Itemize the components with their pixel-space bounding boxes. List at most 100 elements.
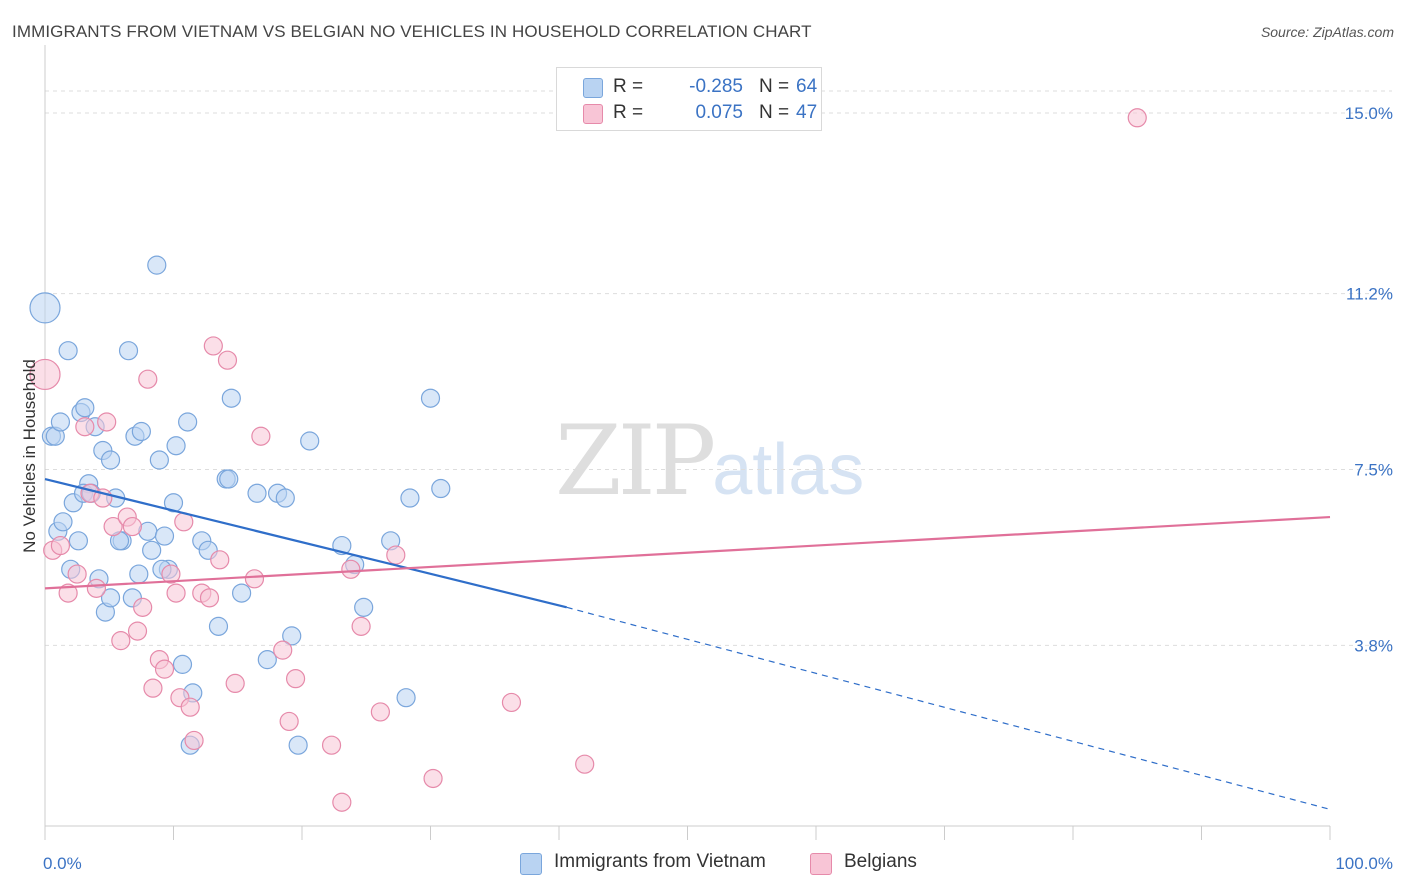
data-point-belgian	[575, 754, 595, 774]
data-point-vietnam	[131, 421, 151, 442]
data-point-vietnam	[100, 450, 121, 470]
source-label: Source: ZipAtlas.com	[1260, 24, 1394, 40]
data-point-vietnam	[354, 597, 374, 617]
data-point-vietnam	[100, 588, 121, 608]
data-point-vietnam	[300, 431, 320, 451]
data-point-vietnam	[142, 540, 162, 560]
legend-n-label: N =	[759, 76, 790, 97]
trend-line-vietnam	[44, 477, 567, 609]
legend-swatch-vietnam	[583, 78, 603, 98]
data-point-belgian	[423, 768, 443, 789]
data-point-vietnam	[400, 488, 420, 508]
legend-swatch-belgian	[810, 853, 832, 875]
trend-line-belgian	[44, 515, 1331, 590]
data-point-vietnam	[288, 735, 308, 755]
x-tick-label-min: 0.0%	[43, 854, 82, 873]
data-point-belgian	[29, 358, 61, 391]
legend-swatch-belgian	[583, 104, 603, 124]
data-point-belgian	[1127, 108, 1147, 128]
data-point-vietnam	[129, 564, 149, 584]
data-point-belgian	[133, 597, 153, 617]
data-point-vietnam	[221, 388, 241, 408]
data-point-belgian	[180, 697, 200, 717]
data-point-belgian	[111, 631, 131, 651]
data-point-belgian	[285, 669, 306, 689]
data-point-vietnam	[232, 583, 252, 603]
data-point-belgian	[370, 702, 390, 722]
data-point-belgian	[332, 792, 352, 812]
data-point-belgian	[251, 426, 271, 446]
data-point-belgian	[184, 730, 204, 751]
data-point-belgian	[58, 583, 78, 603]
legend-label-belgian: Belgians	[844, 851, 917, 872]
data-point-vietnam	[420, 388, 441, 408]
data-point-vietnam	[275, 488, 295, 508]
data-point-belgian	[86, 578, 107, 598]
data-point-vietnam	[149, 450, 169, 470]
data-point-belgian	[244, 569, 265, 589]
legend-swatch-vietnam	[520, 853, 542, 875]
legend-r-value: -0.285	[689, 76, 743, 97]
data-point-belgian	[351, 616, 371, 636]
tick-labels: 3.8% 7.5% 11.2% 15.0% 0.0% 100.0%	[43, 104, 1393, 873]
data-point-vietnam	[172, 654, 193, 674]
data-point-vietnam	[166, 436, 186, 456]
data-point-vietnam	[58, 341, 78, 361]
y-tick-label: 11.2%	[1346, 285, 1393, 304]
correlation-legend: R = -0.285 N = 64 R = 0.075 N = 47	[556, 67, 822, 131]
data-point-belgian	[67, 564, 87, 584]
data-point-vietnam	[282, 626, 302, 646]
data-point-vietnam	[29, 292, 61, 324]
data-point-belgian	[127, 621, 148, 641]
grid-lines	[45, 90, 1392, 646]
data-point-belgian	[386, 545, 406, 565]
data-point-vietnam	[431, 478, 451, 499]
data-point-belgian	[203, 336, 223, 356]
data-point-belgian	[279, 711, 299, 732]
data-point-belgian	[122, 516, 142, 537]
watermark-zip: ZIP	[555, 405, 716, 517]
data-point-vietnam	[50, 412, 71, 432]
series-legend: Immigrants from Vietnam Belgians	[0, 851, 1406, 879]
data-point-belgian	[50, 535, 71, 556]
data-point-belgian	[210, 550, 230, 570]
data-point-belgian	[166, 583, 186, 603]
data-point-vietnam	[178, 412, 198, 432]
data-point-belgian	[273, 640, 293, 660]
chart-title: IMMIGRANTS FROM VIETNAM VS BELGIAN NO VE…	[12, 22, 812, 41]
data-point-belgian	[225, 673, 245, 694]
legend-r-label: R =	[613, 76, 644, 97]
series-belgian-points	[29, 108, 1147, 812]
data-point-vietnam	[163, 493, 184, 513]
trend-lines	[44, 477, 1331, 810]
data-point-vietnam	[154, 526, 175, 546]
data-point-vietnam	[396, 688, 416, 708]
legend-label-vietnam: Immigrants from Vietnam	[554, 851, 766, 872]
legend-r-label: R =	[613, 102, 644, 123]
data-point-vietnam	[75, 398, 95, 418]
data-point-belgian	[154, 659, 175, 679]
data-point-belgian	[103, 516, 123, 537]
data-point-vietnam	[247, 483, 267, 503]
data-point-belgian	[341, 559, 361, 579]
data-point-vietnam	[147, 255, 167, 275]
data-point-vietnam	[208, 616, 229, 636]
data-point-belgian	[321, 735, 342, 755]
trend-line-vietnam-extension	[566, 606, 1331, 810]
data-point-vietnam	[219, 469, 239, 489]
data-point-belgian	[75, 417, 95, 437]
legend-n-value: 64	[796, 76, 818, 97]
data-point-vietnam	[118, 341, 139, 361]
y-axis-title: No Vehicles in Household	[20, 359, 39, 553]
legend-n-value: 47	[796, 102, 818, 123]
y-tick-label: 3.8%	[1354, 636, 1393, 655]
legend-r-value: 0.075	[695, 102, 743, 123]
data-point-belgian	[217, 350, 238, 370]
x-tick-label-max: 100.0%	[1335, 854, 1393, 873]
data-point-belgian	[501, 692, 522, 713]
data-point-belgian	[161, 564, 181, 584]
data-point-vietnam	[68, 531, 89, 551]
data-point-belgian	[97, 412, 117, 432]
data-point-belgian	[143, 678, 163, 698]
y-tick-label: 7.5%	[1354, 461, 1393, 480]
